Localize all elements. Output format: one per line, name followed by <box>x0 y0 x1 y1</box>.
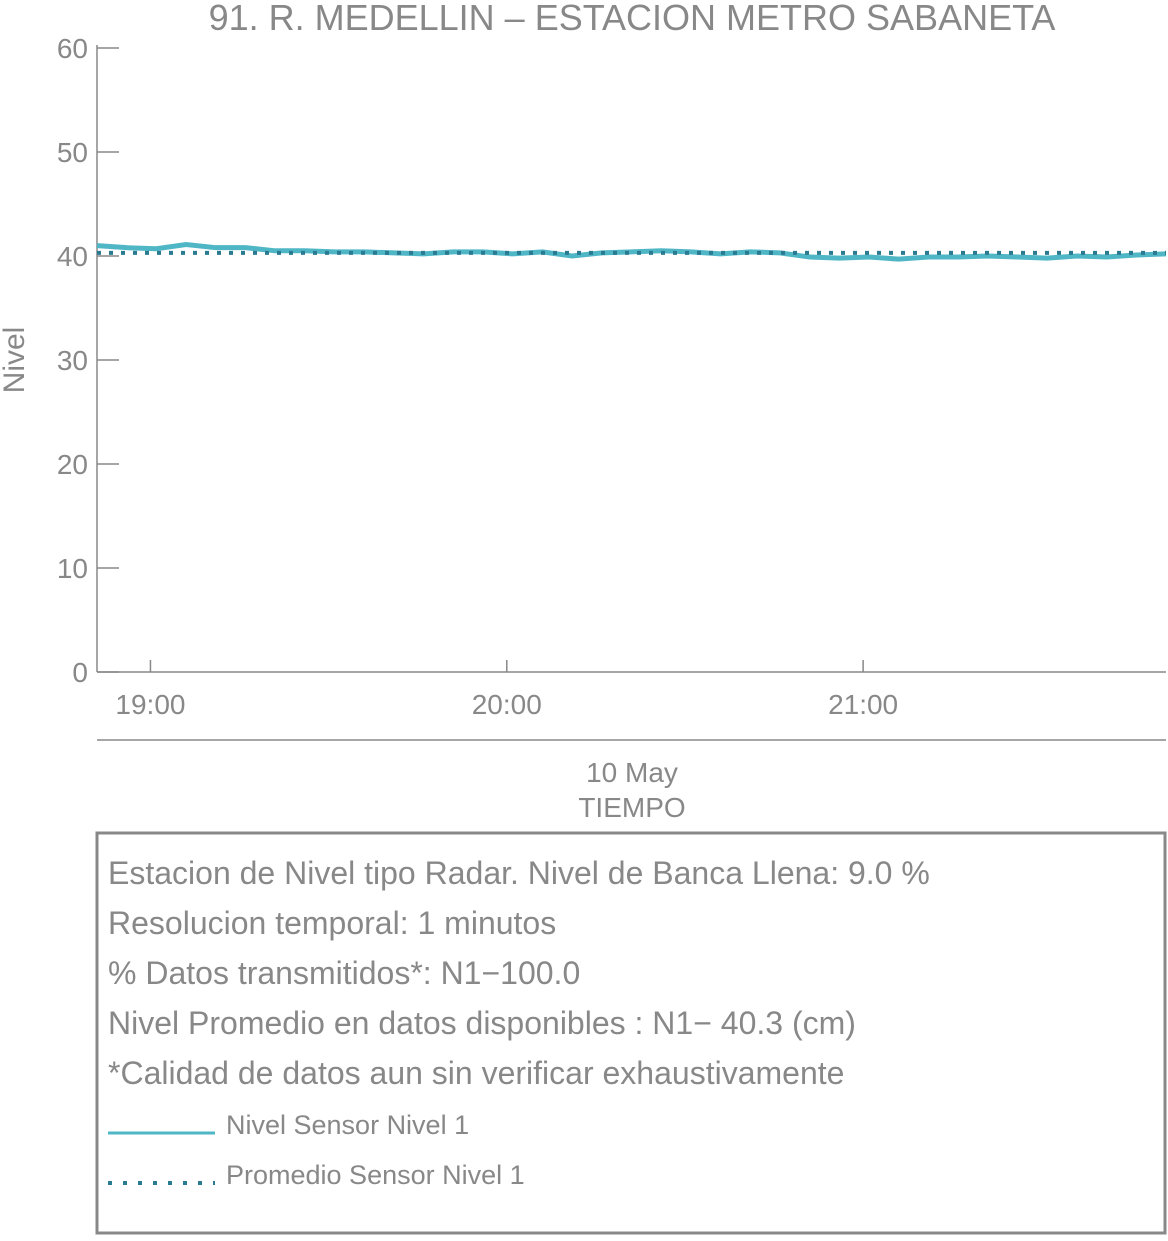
y-tick-label: 30 <box>57 345 88 376</box>
x-tick-label: 21:00 <box>828 689 898 720</box>
info-line: Resolucion temporal: 1 minutos <box>108 905 556 941</box>
info-box <box>95 831 1167 1235</box>
y-tick-label: 20 <box>57 449 88 480</box>
y-tick-label: 0 <box>72 657 88 688</box>
series-line <box>96 242 1167 262</box>
info-line: Estacion de Nivel tipo Radar. Nivel de B… <box>108 855 930 891</box>
info-line: % Datos transmitidos*: N1−100.0 <box>108 955 580 991</box>
y-tick-label: 50 <box>57 137 88 168</box>
x-axis-label: TIEMPO <box>578 792 685 823</box>
legend-label: Promedio Sensor Nivel 1 <box>226 1160 525 1190</box>
y-tick-label: 60 <box>57 33 88 64</box>
legend-label: Nivel Sensor Nivel 1 <box>226 1110 469 1140</box>
x-tick-label: 19:00 <box>115 689 185 720</box>
date-label: 10 May <box>586 757 678 788</box>
y-tick-label: 40 <box>57 241 88 272</box>
x-tick-label: 20:00 <box>472 689 542 720</box>
chart-title: 91. R. MEDELLIN – ESTACION METRO SABANET… <box>209 0 1056 38</box>
info-line: Nivel Promedio en datos disponibles : N1… <box>108 1005 856 1041</box>
y-tick-label: 10 <box>57 553 88 584</box>
y-axis-label: Nivel <box>0 327 31 394</box>
info-line: *Calidad de datos aun sin verificar exha… <box>108 1055 844 1091</box>
